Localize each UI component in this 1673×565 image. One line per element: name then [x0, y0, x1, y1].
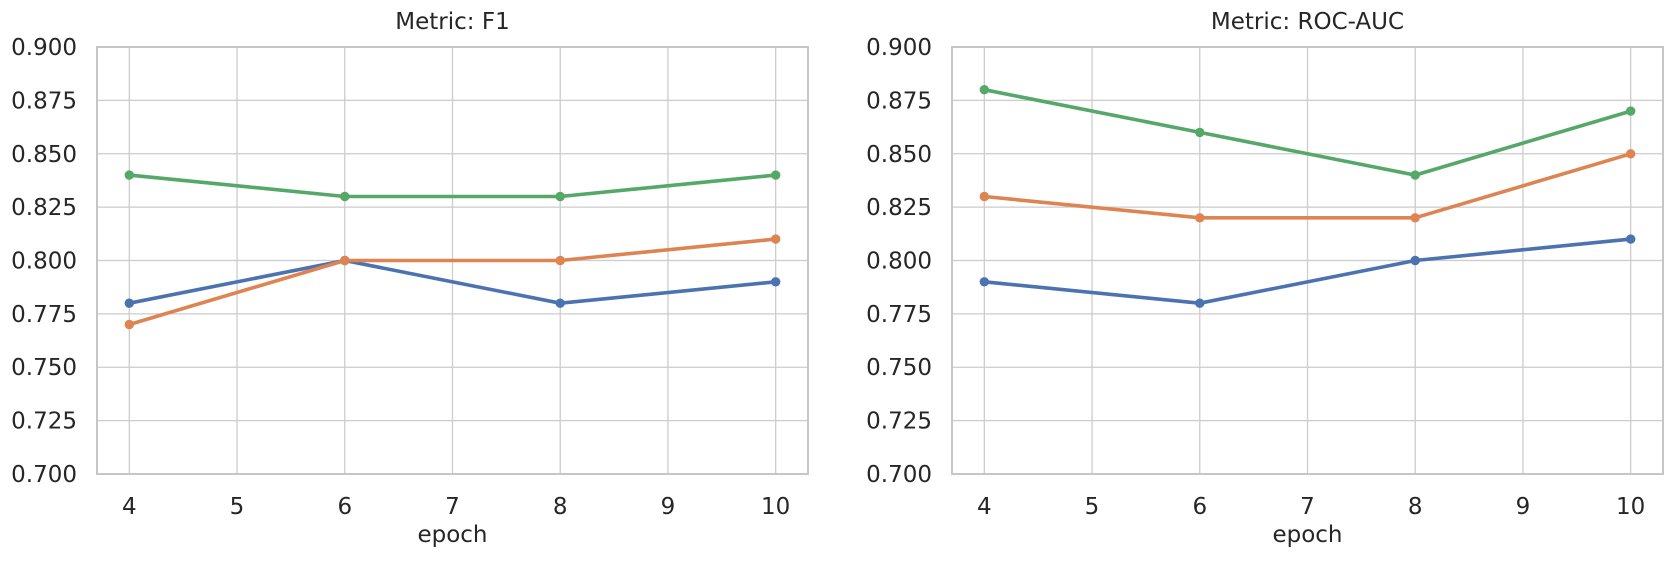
y-tick-label: 0.900: [866, 35, 932, 61]
y-tick-label: 0.700: [866, 462, 932, 488]
y-tick-label: 0.825: [11, 195, 77, 221]
x-tick-label: 4: [122, 494, 137, 520]
x-tick-label: 6: [1192, 494, 1207, 520]
x-tick-label: 6: [337, 494, 352, 520]
plot-border: [96, 46, 809, 475]
data-point-orange-series-epoch-4: [124, 319, 134, 330]
x-tick-label: 9: [1516, 494, 1531, 520]
data-point-blue-series-epoch-4: [979, 277, 989, 287]
x-tick-label: 4: [977, 494, 992, 520]
y-tick-label: 0.775: [866, 302, 932, 328]
data-point-orange-series-epoch-8: [1410, 213, 1420, 223]
y-tick-label: 0.750: [866, 355, 932, 381]
data-point-orange-series-epoch-6: [340, 255, 350, 266]
y-tick-label: 0.800: [11, 249, 77, 275]
grid: [952, 46, 1663, 475]
y-tick-label: 0.875: [866, 88, 932, 114]
data-point-green-series-epoch-6: [1195, 127, 1205, 138]
x-tick-label: 10: [1616, 494, 1645, 520]
chart-f1: 4 5 6 7 8 9 10 0.700 0.725 0.750 0.775 0.800 0.825 0.…: [11, 9, 809, 548]
y-tick-label: 0.725: [866, 409, 932, 435]
y-tick-label: 0.850: [11, 142, 77, 168]
chart-title: Metric: ROC-AUC: [1211, 9, 1404, 35]
y-tick-label: 0.850: [866, 142, 932, 168]
x-tick-label: 7: [445, 494, 460, 520]
data-point-green-series-epoch-8: [1410, 170, 1420, 180]
x-tick-label: 8: [553, 494, 568, 520]
data-point-green-series-epoch-6: [340, 191, 350, 202]
data-point-orange-series-epoch-10: [771, 234, 781, 244]
data-point-orange-series-epoch-4: [979, 191, 989, 202]
data-point-blue-series-epoch-8: [1410, 255, 1420, 266]
data-point-orange-series-epoch-8: [555, 255, 565, 266]
data-point-orange-series-epoch-6: [1195, 213, 1205, 223]
x-axis-label: epoch: [417, 522, 487, 548]
x-tick-label: 7: [1300, 494, 1315, 520]
x-tick-label: 9: [661, 494, 676, 520]
data-point-orange-series-epoch-10: [1626, 149, 1636, 159]
data-point-blue-series-epoch-4: [124, 298, 134, 308]
data-point-green-series-epoch-8: [555, 191, 565, 202]
y-tick-label: 0.725: [11, 409, 77, 435]
x-tick-label: 8: [1408, 494, 1423, 520]
x-tick-label: 10: [761, 494, 790, 520]
data-point-green-series-epoch-10: [771, 170, 781, 180]
data-point-blue-series-epoch-10: [1626, 234, 1636, 244]
series-line-blue-series: [127, 258, 778, 306]
series-line-green-series: [982, 87, 1633, 177]
y-tick-label: 0.775: [11, 302, 77, 328]
series-line-orange-series: [127, 237, 778, 327]
y-tick-label: 0.900: [11, 35, 77, 61]
chart-roc-auc: 4 5 6 7 8 9 10 0.700 0.725 0.750 0.775 0.800 0.825 0.…: [866, 9, 1664, 548]
chart-title: Metric: F1: [395, 9, 509, 35]
data-point-green-series-epoch-4: [124, 170, 134, 180]
x-tick-label: 5: [1085, 494, 1100, 520]
x-tick-label: 5: [230, 494, 245, 520]
y-tick-label: 0.800: [866, 249, 932, 275]
y-tick-label: 0.750: [11, 355, 77, 381]
y-tick-label: 0.700: [11, 462, 77, 488]
data-point-blue-series-epoch-6: [1195, 298, 1205, 308]
y-tick-label: 0.875: [11, 88, 77, 114]
data-point-blue-series-epoch-8: [555, 298, 565, 308]
data-point-blue-series-epoch-10: [771, 277, 781, 287]
y-tick-label: 0.825: [866, 195, 932, 221]
plot-border: [951, 46, 1664, 475]
series-line-green-series: [127, 173, 778, 199]
series-line-blue-series: [982, 237, 1633, 306]
data-point-green-series-epoch-10: [1626, 106, 1636, 116]
data-point-green-series-epoch-4: [979, 85, 989, 95]
series-line-orange-series: [982, 152, 1633, 220]
x-axis-label: epoch: [1272, 522, 1342, 548]
